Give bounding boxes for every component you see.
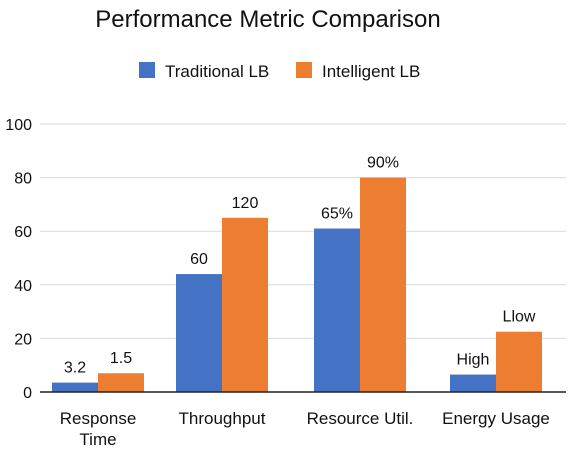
bar [222, 217, 268, 392]
x-tick-label: Throughput [179, 409, 266, 428]
x-tick-label: Energy Usage [442, 409, 550, 428]
x-tick-label: Response Time [60, 409, 137, 449]
data-label: High [457, 352, 490, 369]
data-label: 1.5 [110, 350, 132, 367]
data-label: Llow [503, 309, 536, 326]
bars [52, 177, 542, 392]
legend-label: Traditional LB [165, 62, 269, 81]
gridlines [40, 123, 566, 339]
y-tick-label: 40 [14, 278, 32, 295]
legend-swatch [296, 62, 312, 78]
data-label: 120 [232, 195, 259, 212]
x-tick-label: Resource Util. [307, 409, 414, 428]
bar [98, 373, 144, 392]
y-tick-label: 100 [5, 117, 32, 134]
y-tick-label: 0 [23, 385, 32, 402]
category-labels: Response Time Throughput Resource Util. Ener… [60, 409, 550, 449]
y-tick-label: 20 [14, 331, 32, 348]
data-labels: 3.2 60 65% High 1.5 120 90% Llow [64, 155, 536, 377]
y-tick-label: 80 [14, 171, 32, 188]
chart-title: Performance Metric Comparison [95, 6, 440, 33]
data-label: 3.2 [64, 360, 86, 377]
legend: Traditional LB Intelligent LB [139, 62, 420, 81]
data-label: 65% [321, 206, 353, 223]
bar [450, 374, 496, 392]
bar [360, 177, 406, 392]
legend-swatch [139, 62, 155, 78]
data-label: 60 [190, 251, 208, 268]
bar [496, 331, 542, 392]
y-tick-label: 60 [14, 224, 32, 241]
y-axis-ticks: 0 20 40 60 80 100 [5, 117, 32, 402]
legend-label: Intelligent LB [322, 62, 420, 81]
bar [52, 382, 98, 392]
bar [176, 274, 222, 392]
data-label: 90% [367, 155, 399, 172]
bar [314, 228, 360, 392]
